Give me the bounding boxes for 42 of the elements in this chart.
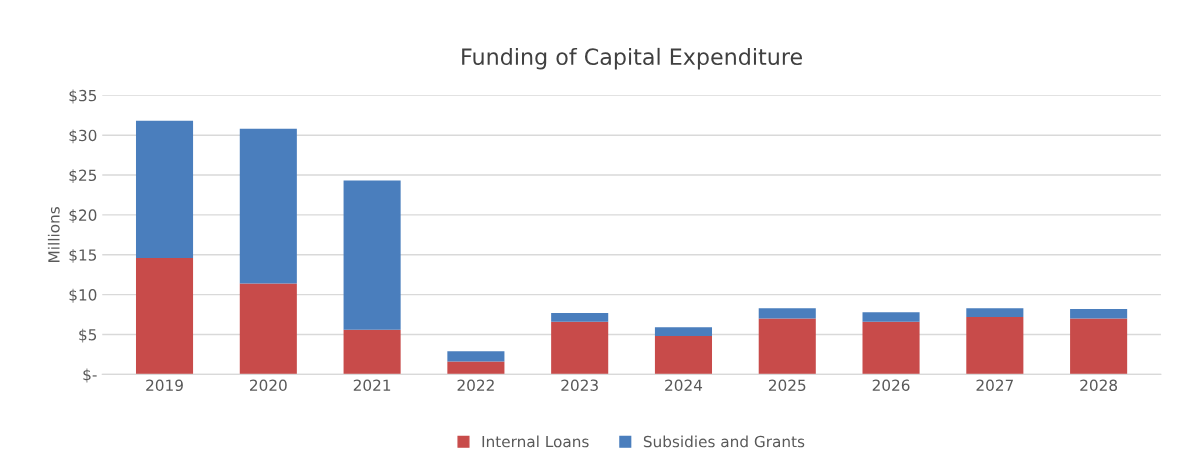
x-tick-label: 2024 (665, 379, 703, 392)
y-tick-label: $15 (69, 248, 97, 263)
bar (1070, 308, 1128, 319)
bar (551, 321, 609, 375)
y-tick-label: $- (83, 368, 97, 383)
y-tick-label: $20 (69, 209, 97, 223)
bar (343, 180, 401, 330)
x-tick-label: 2028 (1080, 379, 1118, 392)
bar (966, 316, 1024, 375)
bar (239, 283, 297, 375)
bar (239, 128, 297, 284)
y-tick-label: $25 (69, 169, 97, 184)
legend-label: Internal Loans (482, 435, 589, 448)
x-tick-label: 2022 (457, 379, 494, 392)
y-axis-title: Millions (47, 206, 60, 262)
bar (447, 351, 505, 362)
bar (862, 321, 920, 375)
x-tick-label: 2019 (146, 379, 183, 392)
x-tick-label: 2021 (353, 379, 391, 392)
x-tick-label: 2025 (768, 379, 806, 392)
bar (551, 312, 609, 322)
legend-label: Subsidies and Grants (643, 435, 805, 448)
y-tick-label: $10 (69, 288, 97, 303)
bar (343, 329, 401, 375)
bar (135, 257, 194, 375)
bar (135, 120, 194, 258)
y-tick-label: $35 (69, 89, 97, 104)
x-tick-label: 2026 (872, 379, 910, 392)
bar (654, 327, 713, 337)
bar (447, 361, 505, 375)
bar (758, 308, 816, 319)
bar (758, 318, 816, 375)
y-tick-label: $5 (79, 328, 97, 343)
bar (654, 336, 713, 375)
x-tick-label: 2027 (976, 379, 1013, 392)
bar (862, 312, 920, 322)
x-tick-label: 2023 (561, 379, 598, 392)
chart-title: Funding of Capital Expenditure (462, 47, 802, 70)
y-tick-label: $30 (69, 129, 97, 144)
bar (966, 308, 1024, 317)
x-tick-label: 2020 (249, 379, 287, 392)
bar (1070, 318, 1128, 375)
